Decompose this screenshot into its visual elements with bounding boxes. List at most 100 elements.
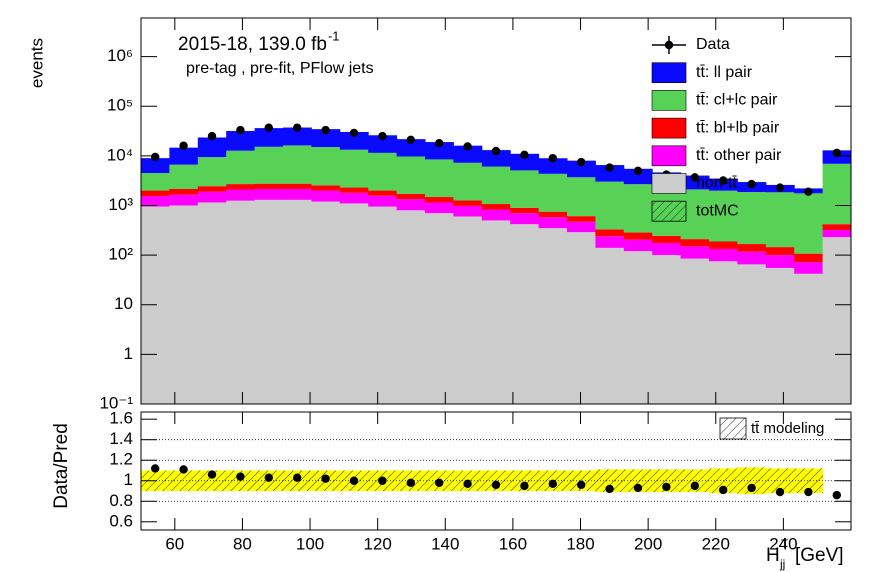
stack-segment (623, 184, 653, 233)
stack-segment (396, 193, 426, 200)
stack-segment (254, 199, 284, 404)
stack-segment (709, 248, 738, 262)
ratio-point (775, 487, 785, 497)
ratio-point (293, 473, 302, 482)
stack-segment (680, 175, 710, 190)
stack-segment (197, 191, 227, 203)
ratio-point (321, 474, 330, 483)
stack-segment (254, 146, 284, 184)
stack-segment (765, 192, 795, 248)
data-point (179, 141, 188, 150)
stack-segment (339, 131, 369, 150)
stack-segment (737, 251, 767, 265)
stack-segment (396, 210, 426, 404)
stack-segment (368, 195, 398, 207)
stack-segment (709, 190, 738, 242)
stack-segment (453, 216, 483, 404)
frame (140, 17, 852, 405)
stack-segment (595, 236, 625, 248)
stack-segment (481, 209, 511, 221)
lumi-exponent: -1 (328, 28, 340, 43)
stack-segment (822, 224, 852, 231)
stack-segment (169, 194, 199, 206)
stack-segment (311, 201, 341, 404)
legend-label: tt̄: ll pair (696, 64, 753, 81)
data-point (548, 153, 557, 163)
data-point (747, 179, 756, 189)
x-tick-label: 220 (702, 534, 730, 553)
legend-label: Data (696, 36, 730, 53)
stack-segment (737, 244, 767, 252)
stack-segment (169, 188, 199, 195)
ratio-point (435, 478, 444, 487)
stack-segment (254, 188, 284, 200)
stack-segment (510, 207, 540, 214)
ratio-point (577, 480, 586, 490)
x-axis-label: H (766, 545, 780, 566)
data-point (378, 131, 387, 141)
stack-segment (283, 183, 312, 189)
stack-segment (453, 145, 483, 163)
uncertainty-hatch (623, 469, 653, 493)
stack-segment (822, 150, 852, 164)
stack-segment (595, 181, 625, 230)
stack-segment (283, 127, 312, 146)
legend-swatch (651, 62, 687, 84)
legend-label: tt̄: bl+lb pair (696, 119, 780, 136)
legend-marker (664, 40, 674, 50)
stack-segment (567, 216, 596, 222)
data-point (804, 187, 813, 196)
stack-segment (339, 187, 369, 193)
stack-segment (652, 243, 682, 256)
data-point (349, 128, 359, 138)
stack-segment (709, 241, 738, 249)
stack-segment (623, 251, 653, 404)
x-axis-label-sub: jj (779, 557, 785, 571)
y-tick-label: 10⁶ (107, 46, 133, 65)
y-axis-label: events (27, 38, 46, 88)
stack-segment (197, 186, 227, 192)
ratio-point (548, 479, 557, 489)
legend-label: tt̄: cl+lc pair (696, 92, 778, 109)
stack-segment (254, 183, 284, 189)
x-axis-unit: [GeV] (795, 545, 844, 566)
stack-segment (680, 258, 710, 404)
stack-segment (254, 128, 284, 147)
uncertainty-hatch (680, 469, 710, 493)
stack-segment (794, 193, 824, 254)
y-tick-label: 10³ (108, 195, 133, 214)
stack-segment (283, 188, 312, 200)
stack-segment (169, 147, 199, 165)
stack-segment (680, 246, 710, 259)
stack-segment (283, 199, 312, 404)
data-point (520, 150, 529, 160)
data-point (406, 135, 415, 145)
stack-segment (765, 267, 795, 404)
stack-segment (283, 145, 312, 184)
stack-segment (169, 164, 199, 189)
stack-segment (595, 165, 625, 182)
ratio-point (662, 482, 671, 492)
stack-segment (680, 239, 710, 247)
legend-swatch (651, 145, 687, 167)
subtitle: pre-tag , pre-fit, PFlow jets (186, 60, 374, 77)
stack-segment (141, 173, 170, 191)
stack-segment (481, 220, 511, 404)
stack-segment (538, 158, 568, 174)
ratio-point (264, 473, 273, 482)
stack-segment (141, 190, 170, 197)
ratio-point (349, 476, 359, 485)
data-point (207, 131, 217, 141)
stack-segment (141, 206, 170, 404)
stack-segment (623, 232, 653, 240)
y-tick-label: 1 (124, 470, 133, 489)
ratio-point (690, 481, 699, 491)
stack-segment (538, 211, 568, 218)
stack-segment (481, 204, 511, 210)
y-tick-label: 1.6 (109, 409, 133, 428)
stack-segment (510, 213, 540, 225)
ratio-point (605, 484, 614, 494)
legend-swatch (651, 90, 687, 111)
ratio-point (463, 479, 472, 489)
stack-segment (794, 262, 824, 274)
